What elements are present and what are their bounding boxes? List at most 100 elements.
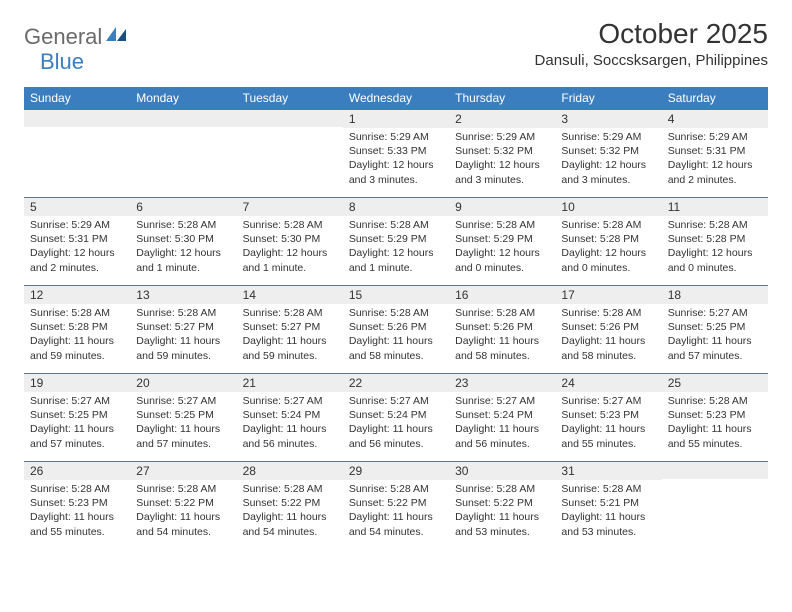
day-cell: 30Sunrise: 5:28 AMSunset: 5:22 PMDayligh… <box>449 461 555 549</box>
day-body: Sunrise: 5:28 AMSunset: 5:23 PMDaylight:… <box>662 392 768 455</box>
day-number <box>24 109 130 127</box>
sunset-text: Sunset: 5:24 PM <box>349 408 443 422</box>
day-cell: 29Sunrise: 5:28 AMSunset: 5:22 PMDayligh… <box>343 461 449 549</box>
sunset-text: Sunset: 5:25 PM <box>668 320 762 334</box>
day-body <box>130 127 236 133</box>
day-cell: 8Sunrise: 5:28 AMSunset: 5:29 PMDaylight… <box>343 197 449 285</box>
day-body: Sunrise: 5:28 AMSunset: 5:27 PMDaylight:… <box>237 304 343 367</box>
sunset-text: Sunset: 5:22 PM <box>349 496 443 510</box>
sunrise-text: Sunrise: 5:27 AM <box>243 394 337 408</box>
day-body: Sunrise: 5:28 AMSunset: 5:28 PMDaylight:… <box>24 304 130 367</box>
daylight-text: Daylight: 11 hours and 54 minutes. <box>136 510 230 538</box>
daylight-text: Daylight: 11 hours and 54 minutes. <box>349 510 443 538</box>
day-body: Sunrise: 5:28 AMSunset: 5:22 PMDaylight:… <box>449 480 555 543</box>
day-body: Sunrise: 5:28 AMSunset: 5:26 PMDaylight:… <box>343 304 449 367</box>
day-number: 25 <box>662 373 768 392</box>
day-body: Sunrise: 5:28 AMSunset: 5:28 PMDaylight:… <box>662 216 768 279</box>
day-cell <box>662 461 768 549</box>
sunset-text: Sunset: 5:31 PM <box>30 232 124 246</box>
logo-word-1: General <box>24 24 102 50</box>
daylight-text: Daylight: 11 hours and 55 minutes. <box>561 422 655 450</box>
month-title: October 2025 <box>535 18 768 50</box>
sunset-text: Sunset: 5:28 PM <box>561 232 655 246</box>
daylight-text: Daylight: 11 hours and 53 minutes. <box>455 510 549 538</box>
daylight-text: Daylight: 12 hours and 1 minute. <box>349 246 443 274</box>
day-cell: 10Sunrise: 5:28 AMSunset: 5:28 PMDayligh… <box>555 197 661 285</box>
day-number: 5 <box>24 197 130 216</box>
location-text: Dansuli, Soccsksargen, Philippines <box>535 52 768 69</box>
sunrise-text: Sunrise: 5:28 AM <box>136 306 230 320</box>
day-number: 13 <box>130 285 236 304</box>
sunset-text: Sunset: 5:27 PM <box>136 320 230 334</box>
col-friday: Friday <box>555 87 661 109</box>
day-number: 6 <box>130 197 236 216</box>
sunset-text: Sunset: 5:26 PM <box>349 320 443 334</box>
week-row: 26Sunrise: 5:28 AMSunset: 5:23 PMDayligh… <box>24 461 768 549</box>
daylight-text: Daylight: 11 hours and 53 minutes. <box>561 510 655 538</box>
sunset-text: Sunset: 5:23 PM <box>30 496 124 510</box>
day-cell: 25Sunrise: 5:28 AMSunset: 5:23 PMDayligh… <box>662 373 768 461</box>
daylight-text: Daylight: 11 hours and 56 minutes. <box>349 422 443 450</box>
day-cell: 4Sunrise: 5:29 AMSunset: 5:31 PMDaylight… <box>662 109 768 197</box>
sunrise-text: Sunrise: 5:29 AM <box>561 130 655 144</box>
daylight-text: Daylight: 11 hours and 54 minutes. <box>243 510 337 538</box>
day-cell: 28Sunrise: 5:28 AMSunset: 5:22 PMDayligh… <box>237 461 343 549</box>
day-body: Sunrise: 5:29 AMSunset: 5:31 PMDaylight:… <box>24 216 130 279</box>
day-body: Sunrise: 5:27 AMSunset: 5:25 PMDaylight:… <box>662 304 768 367</box>
day-number: 16 <box>449 285 555 304</box>
sunset-text: Sunset: 5:33 PM <box>349 144 443 158</box>
day-body: Sunrise: 5:29 AMSunset: 5:31 PMDaylight:… <box>662 128 768 191</box>
sail-icon <box>106 27 126 48</box>
day-number: 15 <box>343 285 449 304</box>
col-thursday: Thursday <box>449 87 555 109</box>
sunset-text: Sunset: 5:22 PM <box>455 496 549 510</box>
day-number: 18 <box>662 285 768 304</box>
day-body: Sunrise: 5:28 AMSunset: 5:26 PMDaylight:… <box>555 304 661 367</box>
day-cell: 18Sunrise: 5:27 AMSunset: 5:25 PMDayligh… <box>662 285 768 373</box>
day-cell: 9Sunrise: 5:28 AMSunset: 5:29 PMDaylight… <box>449 197 555 285</box>
day-cell <box>24 109 130 197</box>
day-body: Sunrise: 5:28 AMSunset: 5:29 PMDaylight:… <box>343 216 449 279</box>
daylight-text: Daylight: 12 hours and 0 minutes. <box>668 246 762 274</box>
week-row: 1Sunrise: 5:29 AMSunset: 5:33 PMDaylight… <box>24 109 768 197</box>
sunrise-text: Sunrise: 5:28 AM <box>561 306 655 320</box>
sunset-text: Sunset: 5:28 PM <box>668 232 762 246</box>
daylight-text: Daylight: 11 hours and 58 minutes. <box>349 334 443 362</box>
day-body: Sunrise: 5:28 AMSunset: 5:30 PMDaylight:… <box>237 216 343 279</box>
day-number: 4 <box>662 109 768 128</box>
day-body: Sunrise: 5:28 AMSunset: 5:23 PMDaylight:… <box>24 480 130 543</box>
sunrise-text: Sunrise: 5:28 AM <box>455 218 549 232</box>
day-cell: 23Sunrise: 5:27 AMSunset: 5:24 PMDayligh… <box>449 373 555 461</box>
col-tuesday: Tuesday <box>237 87 343 109</box>
daylight-text: Daylight: 11 hours and 56 minutes. <box>455 422 549 450</box>
day-number: 8 <box>343 197 449 216</box>
day-cell: 2Sunrise: 5:29 AMSunset: 5:32 PMDaylight… <box>449 109 555 197</box>
day-number: 9 <box>449 197 555 216</box>
sunrise-text: Sunrise: 5:27 AM <box>668 306 762 320</box>
sunset-text: Sunset: 5:26 PM <box>455 320 549 334</box>
sunrise-text: Sunrise: 5:29 AM <box>349 130 443 144</box>
sunset-text: Sunset: 5:32 PM <box>561 144 655 158</box>
day-cell: 15Sunrise: 5:28 AMSunset: 5:26 PMDayligh… <box>343 285 449 373</box>
day-number: 20 <box>130 373 236 392</box>
sunrise-text: Sunrise: 5:28 AM <box>349 218 443 232</box>
daylight-text: Daylight: 11 hours and 58 minutes. <box>455 334 549 362</box>
day-number: 30 <box>449 461 555 480</box>
daylight-text: Daylight: 11 hours and 59 minutes. <box>30 334 124 362</box>
sunrise-text: Sunrise: 5:29 AM <box>455 130 549 144</box>
sunrise-text: Sunrise: 5:29 AM <box>668 130 762 144</box>
sunrise-text: Sunrise: 5:28 AM <box>136 218 230 232</box>
daylight-text: Daylight: 12 hours and 0 minutes. <box>561 246 655 274</box>
sunset-text: Sunset: 5:30 PM <box>136 232 230 246</box>
sunrise-text: Sunrise: 5:28 AM <box>668 394 762 408</box>
daylight-text: Daylight: 11 hours and 59 minutes. <box>243 334 337 362</box>
daylight-text: Daylight: 11 hours and 59 minutes. <box>136 334 230 362</box>
day-number: 24 <box>555 373 661 392</box>
sunrise-text: Sunrise: 5:28 AM <box>243 218 337 232</box>
logo: General <box>24 18 128 50</box>
sunset-text: Sunset: 5:27 PM <box>243 320 337 334</box>
day-number: 21 <box>237 373 343 392</box>
sunset-text: Sunset: 5:23 PM <box>561 408 655 422</box>
day-body: Sunrise: 5:28 AMSunset: 5:26 PMDaylight:… <box>449 304 555 367</box>
sunrise-text: Sunrise: 5:28 AM <box>243 482 337 496</box>
